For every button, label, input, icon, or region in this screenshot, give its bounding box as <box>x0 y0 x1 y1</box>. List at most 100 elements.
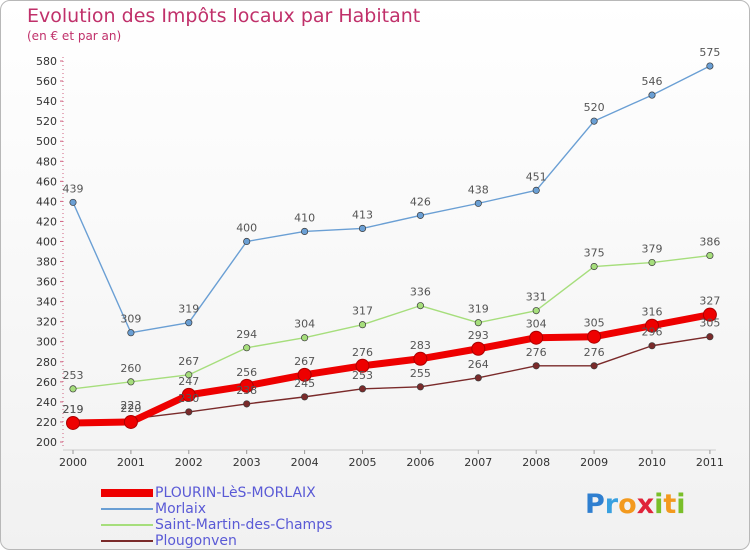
legend-swatch <box>101 508 153 510</box>
data-label: 294 <box>236 328 257 341</box>
y-tick-label: 460 <box>36 175 57 188</box>
y-tick-label: 220 <box>36 416 57 429</box>
data-label: 223 <box>120 399 141 412</box>
y-tick-label: 360 <box>36 276 57 289</box>
data-point <box>590 362 598 370</box>
data-label: 247 <box>178 375 199 388</box>
chart-subtitle: (en € et par an) <box>27 29 122 43</box>
data-label: 520 <box>584 101 605 114</box>
data-point <box>301 227 309 235</box>
data-point <box>645 318 659 333</box>
legend-swatch <box>101 540 153 542</box>
data-point <box>413 351 428 366</box>
y-tick-label: 580 <box>36 55 57 68</box>
data-label: 219 <box>63 403 84 416</box>
data-label: 304 <box>526 318 547 331</box>
y-tick-label: 200 <box>36 436 57 449</box>
legend-label: PLOURIN-LèS-MORLAIX <box>155 485 316 501</box>
data-label: 260 <box>120 362 141 375</box>
series-saint-martin-des-champs <box>69 251 714 393</box>
data-label: 575 <box>699 46 720 59</box>
data-point <box>243 400 251 408</box>
data-point <box>702 307 717 322</box>
y-tick-label: 320 <box>36 316 57 329</box>
data-point <box>127 329 135 337</box>
data-label: 319 <box>178 303 199 316</box>
data-label: 439 <box>63 182 84 195</box>
data-label: 220 <box>120 402 141 415</box>
data-point <box>474 374 482 382</box>
data-label: 305 <box>699 317 720 330</box>
data-label: 426 <box>410 195 431 208</box>
data-label: 451 <box>526 170 547 183</box>
data-label: 293 <box>468 329 489 342</box>
logo-letter: i <box>654 489 664 520</box>
y-tick-label: 380 <box>36 256 57 269</box>
y-tick-label: 440 <box>36 195 57 208</box>
data-label: 267 <box>294 355 315 368</box>
data-point <box>355 358 370 373</box>
chart-title: Evolution des Impôts locaux par Habitant <box>27 5 421 27</box>
y-tick-label: 560 <box>36 75 57 88</box>
data-point <box>243 344 251 352</box>
data-label: 230 <box>178 392 199 405</box>
logo-letter: t <box>663 489 677 520</box>
data-label: 305 <box>584 317 605 330</box>
series-morlaix <box>69 62 714 337</box>
data-label: 219 <box>63 403 84 416</box>
proxiti-logo: Proxiti <box>585 489 686 520</box>
data-point <box>358 224 367 232</box>
y-tick-label: 300 <box>36 336 57 349</box>
data-point <box>471 341 486 356</box>
data-label: 319 <box>468 303 489 316</box>
data-label: 375 <box>584 247 605 260</box>
series-line <box>72 254 711 390</box>
data-label: 276 <box>352 346 373 359</box>
data-point <box>532 186 540 194</box>
data-point <box>185 371 193 379</box>
data-label: 267 <box>178 355 199 368</box>
data-point <box>181 387 196 402</box>
y-tick-label: 240 <box>36 396 57 409</box>
data-label: 410 <box>294 211 315 224</box>
data-label: 304 <box>294 318 315 331</box>
data-point <box>301 393 309 401</box>
data-label: 255 <box>410 367 431 380</box>
legend-swatch <box>101 524 153 526</box>
data-point <box>590 262 598 271</box>
data-point <box>474 319 482 327</box>
x-tick-label: 2006 <box>406 456 434 469</box>
y-tick-label: 500 <box>36 135 57 148</box>
data-label: 400 <box>236 221 257 234</box>
data-point <box>532 307 540 315</box>
logo-letter: P <box>585 489 605 520</box>
series-line <box>69 311 714 427</box>
chart-series <box>66 62 717 430</box>
data-point <box>69 198 77 206</box>
data-label: 309 <box>120 313 141 326</box>
y-tick-label: 480 <box>36 155 57 168</box>
logo-letter: x <box>636 489 655 520</box>
data-point <box>297 367 312 382</box>
x-tick-label: 2003 <box>233 456 261 469</box>
series-line <box>72 336 711 424</box>
legend-label: Saint-Martin-des-Champs <box>155 517 333 533</box>
x-tick-label: 2011 <box>696 456 724 469</box>
x-tick-label: 2001 <box>117 456 145 469</box>
data-label: 386 <box>699 236 720 249</box>
data-label: 316 <box>642 306 663 319</box>
data-point <box>239 378 254 393</box>
legend-label: Plougonven <box>155 533 237 549</box>
x-tick-label: 2004 <box>291 456 319 469</box>
data-point <box>66 415 80 430</box>
x-tick-label: 2002 <box>175 456 203 469</box>
x-tick-label: 2007 <box>464 456 492 469</box>
series-line <box>72 65 711 334</box>
data-point <box>185 408 193 416</box>
data-label: 253 <box>352 369 373 382</box>
chart-axes: 200 220 240 260 280 300 320 340 360 380 400 420 440 4… <box>36 55 724 469</box>
y-tick-label: 540 <box>36 95 57 108</box>
x-tick-label: 2010 <box>638 456 666 469</box>
data-label: 317 <box>352 305 373 318</box>
